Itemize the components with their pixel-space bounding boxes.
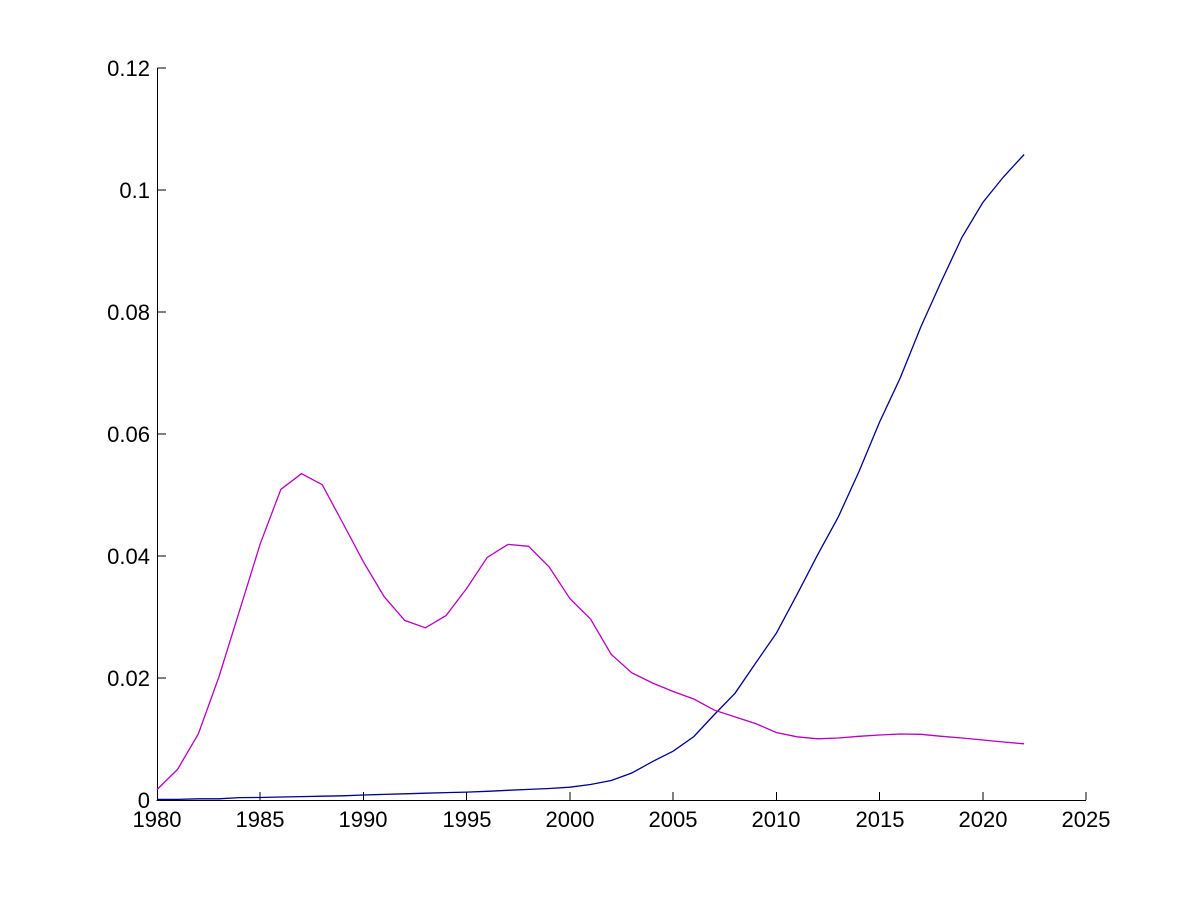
svg-text:1990: 1990 <box>339 807 388 832</box>
svg-text:2015: 2015 <box>856 807 905 832</box>
svg-text:2020: 2020 <box>959 807 1008 832</box>
svg-text:0.08: 0.08 <box>107 300 150 325</box>
svg-text:2025: 2025 <box>1062 807 1111 832</box>
svg-text:0: 0 <box>138 788 150 813</box>
svg-text:0.12: 0.12 <box>107 56 150 81</box>
svg-text:2000: 2000 <box>546 807 595 832</box>
svg-text:0.02: 0.02 <box>107 666 150 691</box>
svg-text:1980: 1980 <box>133 807 182 832</box>
svg-text:0.06: 0.06 <box>107 422 150 447</box>
svg-text:0.04: 0.04 <box>107 544 150 569</box>
svg-text:2005: 2005 <box>649 807 698 832</box>
svg-text:1995: 1995 <box>443 807 492 832</box>
svg-text:0.1: 0.1 <box>119 178 150 203</box>
svg-text:2010: 2010 <box>752 807 801 832</box>
svg-text:1985: 1985 <box>236 807 285 832</box>
